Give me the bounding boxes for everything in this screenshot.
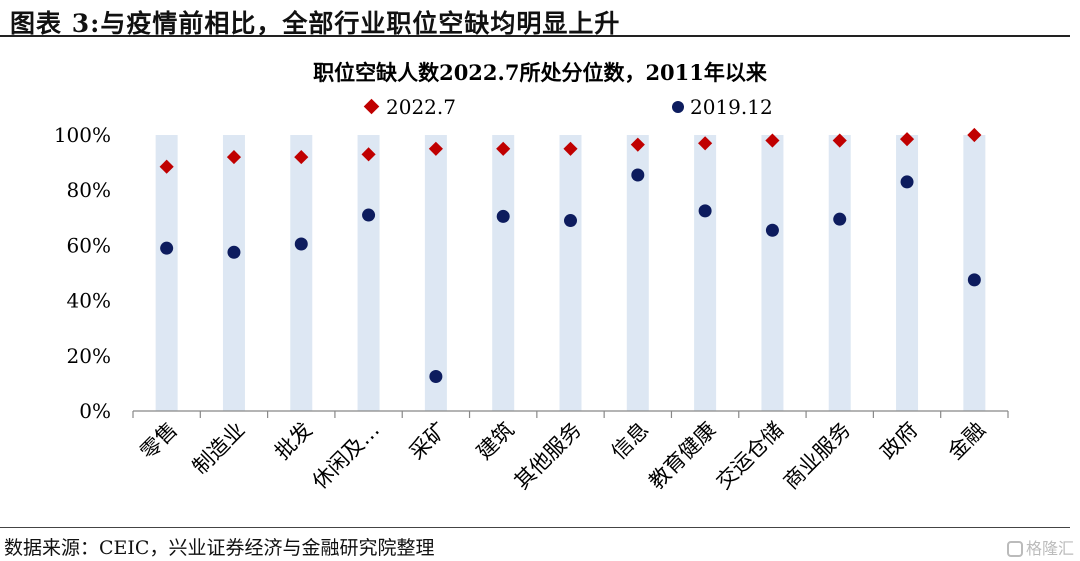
y-tick-label: 40% xyxy=(67,289,111,313)
y-tick-label: 100% xyxy=(54,123,111,147)
watermark-text: 格隆汇 xyxy=(1025,539,1074,558)
x-tick-label: 信息 xyxy=(607,418,654,465)
x-tick-label: 金融 xyxy=(943,418,990,465)
x-tick-label: 教育健康 xyxy=(644,418,720,494)
bar-12 xyxy=(963,135,986,411)
chart: 职位空缺人数2022.7所处分位数，2011年以来 2022.7 2019.12… xyxy=(54,60,1009,494)
bar-11 xyxy=(896,135,919,411)
point-2022-8 xyxy=(698,136,713,151)
bar-8 xyxy=(694,135,717,411)
point-2022-10 xyxy=(832,133,847,148)
bar-1 xyxy=(222,135,245,411)
bar-6 xyxy=(559,135,582,411)
legend-marker-2019 xyxy=(672,101,684,113)
x-tick-label: 零售 xyxy=(136,418,183,465)
bar-10 xyxy=(828,135,851,411)
chart-title: 职位空缺人数2022.7所处分位数，2011年以来 xyxy=(313,60,768,85)
x-tick-label: 其他服务 xyxy=(510,418,586,494)
bar-5 xyxy=(492,135,515,411)
point-2019-11 xyxy=(900,175,914,189)
bar-3 xyxy=(357,135,380,411)
point-2022-9 xyxy=(765,133,780,148)
x-tick-label: 批发 xyxy=(270,418,317,465)
source-note: 数据来源：CEIC，兴业证券经济与金融研究院整理 xyxy=(4,537,435,559)
point-2019-3 xyxy=(362,208,376,222)
point-2019-9 xyxy=(765,223,779,237)
y-tick-label: 80% xyxy=(67,178,111,202)
legend: 2022.7 2019.12 xyxy=(363,95,773,119)
watermark: 格隆汇 xyxy=(1006,535,1074,559)
bar-0 xyxy=(155,135,178,411)
point-2022-2 xyxy=(294,150,309,165)
point-2022-7 xyxy=(630,137,645,152)
point-2022-11 xyxy=(899,132,915,147)
point-2019-1 xyxy=(227,245,241,259)
legend-marker-2022 xyxy=(363,98,380,115)
x-tick-label: 休闲及… xyxy=(308,418,384,494)
figure-label: 图表 3:与疫情前相比，全部行业职位空缺均明显上升 xyxy=(10,9,621,38)
point-2019-10 xyxy=(833,212,847,226)
y-tick-label: 60% xyxy=(67,233,111,257)
point-2022-0 xyxy=(159,159,174,174)
point-2019-5 xyxy=(496,209,510,223)
x-tick-label: 建筑 xyxy=(472,418,519,465)
point-2022-3 xyxy=(361,147,376,162)
legend-label-2022: 2022.7 xyxy=(386,95,456,119)
watermark-logo-icon xyxy=(1006,541,1023,557)
x-tick-label: 商业服务 xyxy=(779,418,855,494)
point-2022-4 xyxy=(428,141,443,156)
x-tick-label: 政府 xyxy=(876,418,923,465)
x-tick-label: 制造业 xyxy=(188,418,250,480)
point-2022-5 xyxy=(496,141,511,156)
point-2019-12 xyxy=(967,273,981,287)
point-2019-7 xyxy=(631,168,645,182)
point-2019-6 xyxy=(564,214,577,228)
bar-9 xyxy=(761,135,784,411)
y-tick-label: 20% xyxy=(67,344,111,368)
point-2019-2 xyxy=(294,237,308,251)
point-2019-0 xyxy=(160,241,174,255)
top-rule xyxy=(0,35,1070,37)
point-2019-4 xyxy=(429,370,443,383)
legend-label-2019: 2019.12 xyxy=(690,95,773,119)
point-2019-8 xyxy=(698,204,712,218)
x-tick-label: 交运仓储 xyxy=(712,418,788,494)
y-tick-label: 0% xyxy=(79,399,111,423)
point-2022-6 xyxy=(563,141,578,156)
bar-4 xyxy=(424,135,447,411)
bar-7 xyxy=(626,135,649,411)
bar-2 xyxy=(290,135,313,411)
bottom-rule xyxy=(0,527,1070,528)
x-tick-label: 采矿 xyxy=(405,418,452,465)
point-2022-12 xyxy=(967,127,982,143)
